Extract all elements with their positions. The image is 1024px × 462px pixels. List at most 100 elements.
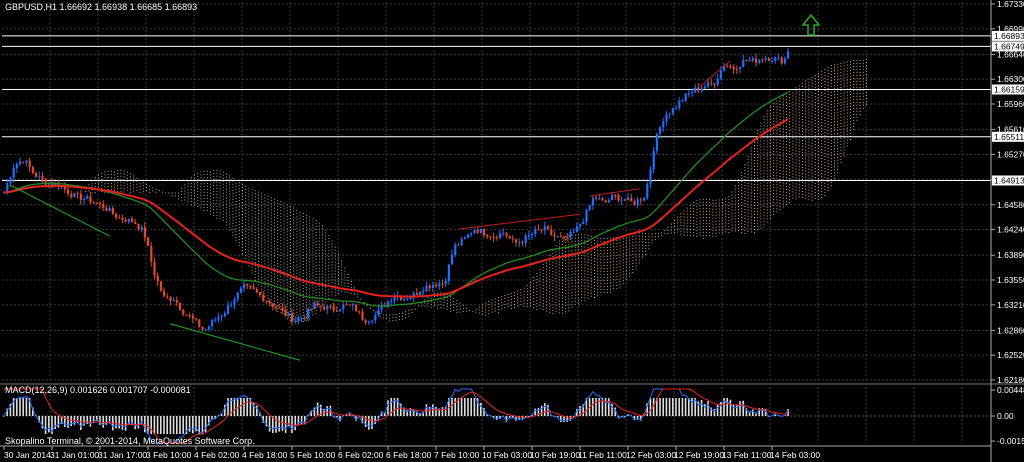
candle-body — [246, 284, 249, 286]
candle-body — [271, 303, 274, 307]
candle-body — [22, 161, 25, 163]
cloud-dot — [747, 203, 749, 205]
cloud-dot — [408, 312, 410, 314]
cloud-dot — [837, 150, 839, 152]
cloud-dot — [274, 288, 275, 290]
cloud-dot — [750, 219, 752, 221]
horizontal-levels[interactable] — [2, 35, 991, 181]
cloud-dot — [213, 209, 215, 211]
cloud-dot — [798, 85, 800, 87]
cloud-dot — [770, 109, 771, 111]
cloud-dot — [302, 218, 304, 220]
cloud-dot — [299, 220, 301, 222]
cloud-dot — [315, 234, 317, 236]
cloud-dot — [770, 187, 771, 189]
cloud-dot — [773, 196, 775, 198]
cloud-dot — [760, 146, 762, 148]
cloud-dot — [779, 154, 781, 156]
cloud-dot — [555, 293, 557, 295]
cloud-dot — [219, 176, 221, 178]
candle-body — [92, 202, 95, 204]
trend-lines[interactable] — [9, 60, 731, 361]
cloud-dot — [811, 163, 813, 165]
cloud-dot — [568, 235, 570, 237]
cloud-dot — [597, 261, 599, 263]
cloud-dot — [267, 282, 269, 284]
cloud-dot — [763, 214, 765, 216]
macd-histogram-bar — [464, 398, 466, 416]
cloud-dot — [318, 234, 320, 236]
cloud-dot — [536, 296, 538, 298]
cloud-dot — [306, 316, 307, 318]
cloud-dot — [786, 204, 787, 206]
cloud-dot — [507, 306, 509, 308]
cloud-dot — [766, 122, 768, 124]
candle-body — [278, 307, 281, 309]
candle-body — [716, 78, 719, 85]
cloud-dot — [683, 219, 685, 221]
cloud-dot — [293, 297, 295, 299]
cloud-dot — [734, 203, 736, 205]
cloud-dot — [312, 308, 314, 310]
cloud-dot — [754, 163, 755, 165]
candle-body — [732, 66, 735, 70]
cloud-dot — [558, 291, 560, 293]
cloud-dot — [862, 104, 864, 106]
cloud-dot — [584, 288, 586, 290]
candle-body — [380, 305, 383, 310]
cloud-dot — [197, 172, 199, 174]
macd-histogram-bar — [662, 398, 664, 416]
cloud-dot — [299, 313, 301, 315]
cloud-dot — [274, 198, 275, 200]
cloud-dot — [302, 308, 304, 310]
cloud-dot — [626, 240, 627, 242]
cloud-dot — [251, 245, 253, 247]
cloud-dot — [773, 103, 775, 105]
cloud-dot — [88, 184, 90, 186]
cloud-dot — [597, 237, 599, 239]
time-tick-label: 31 Jan 01:00 — [50, 450, 99, 460]
cloud-dot — [328, 243, 330, 245]
candle-body — [691, 92, 694, 94]
cloud-dot — [245, 224, 247, 226]
cloud-dot — [206, 195, 208, 197]
cloud-dot — [674, 220, 675, 222]
cloud-dot — [536, 272, 538, 274]
cloud-dot — [533, 298, 535, 300]
cloud-dot — [555, 266, 557, 268]
cloud-dot — [290, 301, 291, 303]
candle-body — [620, 199, 623, 201]
cloud-dot — [539, 289, 541, 291]
macd-histogram-bar — [787, 409, 789, 416]
cloud-dot — [555, 287, 557, 289]
cloud-dot — [258, 263, 259, 265]
cloud-dot — [834, 163, 835, 165]
cloud-dot — [830, 176, 832, 178]
cloud-dot — [808, 102, 810, 104]
cloud-dot — [766, 185, 768, 187]
cloud-dot — [277, 244, 279, 246]
cloud-dot — [200, 189, 202, 191]
cloud-dot — [773, 172, 775, 174]
cloud-dot — [293, 300, 295, 302]
cloud-dot — [597, 291, 599, 293]
cloud-dot — [779, 136, 781, 138]
cloud-dot — [242, 241, 243, 243]
cloud-dot — [667, 233, 669, 235]
cloud-dot — [123, 173, 125, 175]
cloud-dot — [325, 247, 327, 249]
cloud-dot — [296, 251, 298, 253]
cloud-dot — [462, 307, 464, 309]
cloud-dot — [859, 59, 861, 61]
candle-body — [559, 236, 562, 238]
cloud-dot — [795, 186, 797, 188]
macd-histogram-bar — [198, 416, 200, 434]
cloud-dot — [798, 145, 800, 147]
cloud-dot — [635, 256, 637, 258]
cloud-dot — [798, 196, 800, 198]
cloud-dot — [773, 163, 775, 165]
cloud-dot — [334, 246, 336, 248]
cloud-dot — [174, 192, 176, 194]
cloud-dot — [584, 243, 586, 245]
